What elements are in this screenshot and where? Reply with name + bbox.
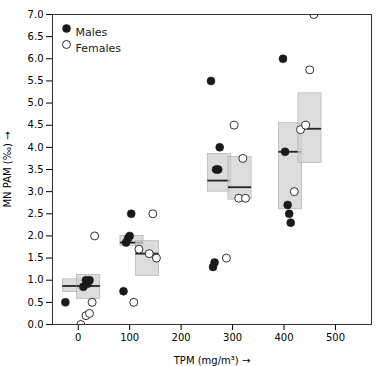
svg-text:0.5: 0.5 bbox=[28, 297, 44, 308]
svg-text:500: 500 bbox=[326, 332, 345, 343]
svg-text:4.0: 4.0 bbox=[28, 142, 44, 153]
svg-text:7.0: 7.0 bbox=[28, 9, 44, 20]
svg-text:1.5: 1.5 bbox=[28, 252, 44, 263]
svg-text:400: 400 bbox=[274, 332, 293, 343]
svg-text:Females: Females bbox=[76, 42, 122, 55]
svg-text:TPM (mg/m³) →: TPM (mg/m³) → bbox=[173, 355, 251, 366]
svg-text:Males: Males bbox=[76, 26, 108, 39]
svg-text:6.5: 6.5 bbox=[28, 31, 44, 42]
svg-text:4.5: 4.5 bbox=[28, 119, 44, 130]
svg-text:0: 0 bbox=[75, 332, 81, 343]
svg-text:1.0: 1.0 bbox=[28, 274, 44, 285]
svg-text:MN PAM (‰) →: MN PAM (‰) → bbox=[2, 131, 13, 207]
svg-text:300: 300 bbox=[223, 332, 242, 343]
svg-text:6.0: 6.0 bbox=[28, 53, 44, 64]
svg-text:0.0: 0.0 bbox=[28, 319, 44, 330]
svg-text:3.5: 3.5 bbox=[28, 164, 44, 175]
svg-text:100: 100 bbox=[120, 332, 139, 343]
svg-text:5.5: 5.5 bbox=[28, 75, 44, 86]
svg-text:2.0: 2.0 bbox=[28, 230, 44, 241]
svg-text:3.0: 3.0 bbox=[28, 186, 44, 197]
svg-text:5.0: 5.0 bbox=[28, 97, 44, 108]
svg-text:2.5: 2.5 bbox=[28, 208, 44, 219]
svg-text:200: 200 bbox=[172, 332, 191, 343]
